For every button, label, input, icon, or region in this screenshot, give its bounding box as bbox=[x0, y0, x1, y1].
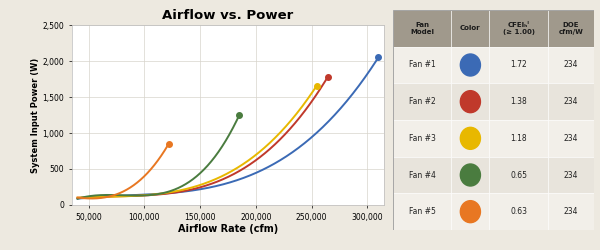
Text: 234: 234 bbox=[563, 60, 578, 70]
Text: 234: 234 bbox=[563, 97, 578, 106]
Text: 1.72: 1.72 bbox=[510, 60, 527, 70]
Text: 1.18: 1.18 bbox=[511, 134, 527, 143]
FancyBboxPatch shape bbox=[393, 83, 451, 120]
Text: Fan #2: Fan #2 bbox=[409, 97, 436, 106]
Text: DOE
cfm/W: DOE cfm/W bbox=[559, 22, 583, 35]
Text: 0.63: 0.63 bbox=[510, 207, 527, 216]
FancyBboxPatch shape bbox=[548, 193, 594, 230]
Circle shape bbox=[460, 201, 481, 223]
X-axis label: Airflow Rate (cfm): Airflow Rate (cfm) bbox=[178, 224, 278, 234]
FancyBboxPatch shape bbox=[451, 193, 490, 230]
Text: Fan #1: Fan #1 bbox=[409, 60, 436, 70]
FancyBboxPatch shape bbox=[393, 157, 451, 193]
FancyBboxPatch shape bbox=[490, 47, 548, 83]
Text: 234: 234 bbox=[563, 170, 578, 179]
FancyBboxPatch shape bbox=[393, 10, 451, 47]
Text: CFEIₕᴵ
(≥ 1.00): CFEIₕᴵ (≥ 1.00) bbox=[503, 22, 535, 35]
Text: Fan #3: Fan #3 bbox=[409, 134, 436, 143]
FancyBboxPatch shape bbox=[490, 157, 548, 193]
FancyBboxPatch shape bbox=[393, 120, 451, 157]
Text: Color: Color bbox=[460, 25, 481, 31]
FancyBboxPatch shape bbox=[451, 47, 490, 83]
FancyBboxPatch shape bbox=[490, 83, 548, 120]
FancyBboxPatch shape bbox=[548, 47, 594, 83]
FancyBboxPatch shape bbox=[548, 157, 594, 193]
Text: Fan #4: Fan #4 bbox=[409, 170, 436, 179]
Text: Fan #5: Fan #5 bbox=[409, 207, 436, 216]
FancyBboxPatch shape bbox=[451, 83, 490, 120]
FancyBboxPatch shape bbox=[451, 157, 490, 193]
Circle shape bbox=[460, 127, 481, 149]
FancyBboxPatch shape bbox=[548, 10, 594, 47]
FancyBboxPatch shape bbox=[490, 120, 548, 157]
FancyBboxPatch shape bbox=[451, 120, 490, 157]
FancyBboxPatch shape bbox=[548, 120, 594, 157]
Y-axis label: System Input Power (W): System Input Power (W) bbox=[31, 58, 40, 172]
Title: Airflow vs. Power: Airflow vs. Power bbox=[163, 10, 293, 22]
FancyBboxPatch shape bbox=[548, 83, 594, 120]
Text: 0.65: 0.65 bbox=[510, 170, 527, 179]
Text: 234: 234 bbox=[563, 134, 578, 143]
Circle shape bbox=[460, 164, 481, 186]
Text: Fan
Model: Fan Model bbox=[410, 22, 434, 35]
Text: 1.38: 1.38 bbox=[510, 97, 527, 106]
FancyBboxPatch shape bbox=[451, 10, 490, 47]
Text: 234: 234 bbox=[563, 207, 578, 216]
FancyBboxPatch shape bbox=[490, 10, 548, 47]
FancyBboxPatch shape bbox=[490, 193, 548, 230]
Circle shape bbox=[460, 91, 481, 113]
FancyBboxPatch shape bbox=[393, 193, 451, 230]
FancyBboxPatch shape bbox=[393, 47, 451, 83]
Circle shape bbox=[460, 54, 481, 76]
